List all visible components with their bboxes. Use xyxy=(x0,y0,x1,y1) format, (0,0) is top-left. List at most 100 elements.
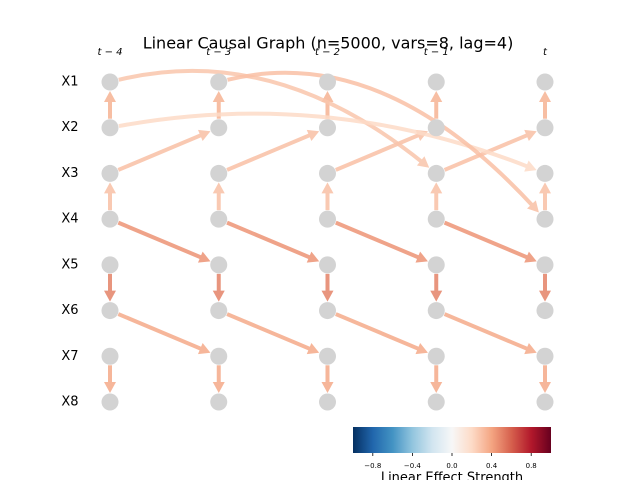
edge xyxy=(539,273,551,302)
edge-arrowhead xyxy=(430,182,443,194)
edge-arrowhead xyxy=(416,156,430,168)
edge-arrowhead xyxy=(104,182,116,194)
node xyxy=(101,119,119,137)
edge-line xyxy=(117,220,204,261)
colorbar-tick-label: 0.8 xyxy=(526,462,537,470)
edge xyxy=(321,365,334,393)
edge-arrowhead xyxy=(524,129,537,141)
node xyxy=(319,256,336,274)
node xyxy=(427,302,445,320)
edge-line xyxy=(117,132,204,172)
edge xyxy=(335,312,428,355)
variable-label: X7 xyxy=(61,349,78,364)
edge-arrowhead xyxy=(321,182,334,194)
edge-arrowhead xyxy=(415,251,428,263)
node xyxy=(210,210,228,228)
node xyxy=(210,302,228,320)
node xyxy=(101,302,119,320)
edge xyxy=(430,273,443,302)
variable-label: X2 xyxy=(61,120,78,135)
edge xyxy=(226,220,320,263)
edge-arrowhead xyxy=(321,382,334,393)
node xyxy=(210,164,228,182)
edge xyxy=(212,273,225,302)
colorbar-tick-label: −0.8 xyxy=(364,462,381,470)
node xyxy=(427,73,445,91)
node xyxy=(101,256,119,274)
edge-arrowhead xyxy=(104,290,116,302)
time-label: t xyxy=(543,47,548,58)
node xyxy=(536,73,554,91)
colorbar-label: Linear Effect Strength xyxy=(381,471,523,480)
node xyxy=(427,256,445,274)
variable-label: X8 xyxy=(61,395,78,410)
node xyxy=(536,393,554,411)
node xyxy=(319,302,336,320)
edge xyxy=(104,91,116,119)
colorbar-tick-label: −0.4 xyxy=(404,462,422,470)
variable-label: X1 xyxy=(61,75,78,90)
variable-label: X3 xyxy=(61,166,78,181)
colorbar-tick-label: 0.4 xyxy=(486,462,498,470)
edge-line xyxy=(443,312,531,352)
node xyxy=(427,210,445,228)
node xyxy=(536,256,554,274)
edge xyxy=(212,365,225,393)
title: Linear Causal Graph (n=5000, vars=8, lag… xyxy=(143,34,514,53)
edge-line xyxy=(226,220,313,261)
edge xyxy=(226,312,320,355)
variable-label: X4 xyxy=(61,212,78,227)
edge-line xyxy=(335,220,422,261)
node xyxy=(536,119,554,137)
edge-arrowhead xyxy=(430,290,443,302)
node xyxy=(319,347,336,365)
node xyxy=(101,210,119,228)
edge xyxy=(430,365,443,393)
edge-arrowhead xyxy=(524,251,537,263)
node xyxy=(101,347,119,365)
edge xyxy=(443,220,537,263)
edge-line xyxy=(226,312,313,352)
edge-line xyxy=(443,220,531,261)
edge-line xyxy=(335,132,422,172)
edge xyxy=(539,365,551,393)
edge-arrowhead xyxy=(415,343,428,355)
time-label: t − 4 xyxy=(97,47,122,58)
edge-arrowhead xyxy=(212,182,225,194)
time-label: t − 2 xyxy=(315,47,340,58)
node xyxy=(210,347,228,365)
node xyxy=(319,393,336,411)
edge-arrowhead xyxy=(539,182,551,194)
variable-label: X6 xyxy=(61,303,78,318)
node xyxy=(427,164,445,182)
edge xyxy=(117,129,211,172)
edge-arrowhead xyxy=(524,343,537,355)
edge-line xyxy=(227,70,535,208)
edge xyxy=(104,365,116,393)
node xyxy=(536,302,554,320)
edge-arrowhead xyxy=(197,251,211,263)
edge xyxy=(443,312,537,355)
edge-arrowhead xyxy=(306,129,320,141)
edge xyxy=(117,312,211,355)
edge-arrowhead xyxy=(212,290,225,302)
edge-arrowhead xyxy=(306,343,320,355)
node xyxy=(427,393,445,411)
edge xyxy=(104,273,116,302)
edge xyxy=(104,182,116,211)
edge-arrowhead xyxy=(104,382,116,393)
colorbar xyxy=(353,427,551,453)
edge xyxy=(430,182,443,211)
edge xyxy=(117,220,211,263)
edge-arrowhead xyxy=(197,343,211,355)
edge xyxy=(227,70,539,213)
time-label: t − 3 xyxy=(206,47,231,58)
node xyxy=(101,393,119,411)
edge xyxy=(539,91,551,119)
edge-line xyxy=(335,312,422,352)
node xyxy=(210,73,228,91)
node xyxy=(210,119,228,137)
edge-arrowhead xyxy=(539,290,551,302)
edge-line xyxy=(226,132,313,172)
